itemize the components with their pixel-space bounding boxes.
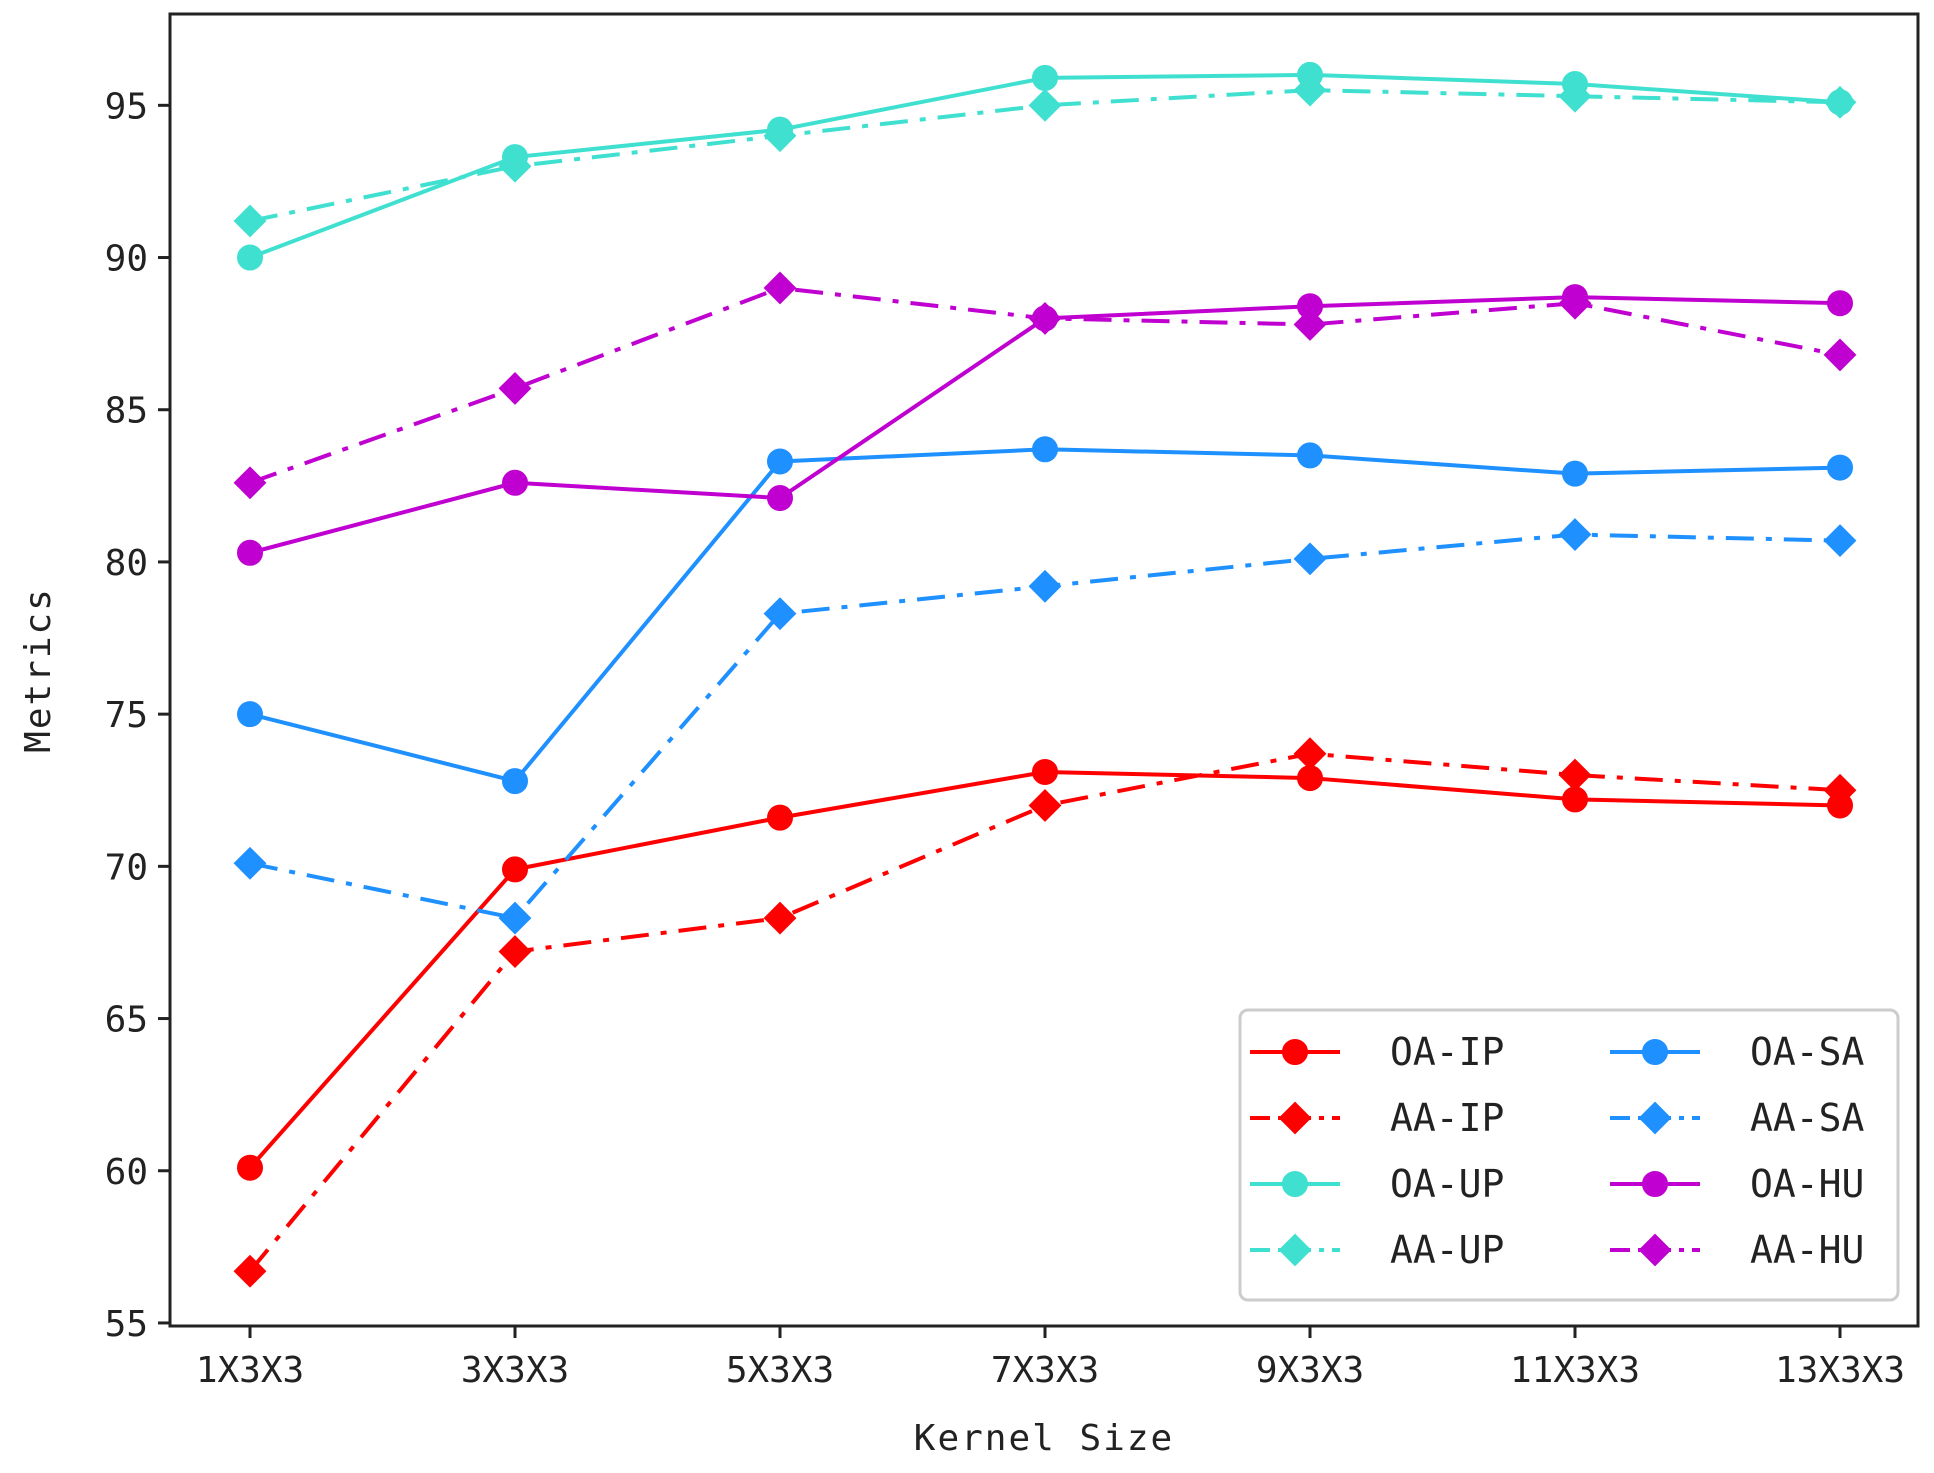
- x-tick-label: 5X3X3: [726, 1350, 834, 1391]
- data-point: [767, 485, 793, 512]
- series-aa-ip: [233, 737, 1857, 1288]
- legend-item: OA-SA: [1610, 1030, 1865, 1074]
- legend-label: OA-HU: [1750, 1162, 1864, 1206]
- series-layer: [233, 61, 1857, 1288]
- data-point: [767, 448, 793, 475]
- legend-item: OA-UP: [1250, 1162, 1504, 1206]
- data-point: [1562, 460, 1588, 487]
- legend-marker: [1638, 1233, 1672, 1267]
- legend: OA-IP OA-SA AA-IP AA-SA OA-UP OA-HU AA-UP AA-HU: [1238, 1008, 1900, 1302]
- series-oa-sa: [237, 436, 1853, 795]
- x-tick-label: 3X3X3: [461, 1350, 569, 1391]
- y-tick-label: 85: [105, 391, 148, 432]
- y-tick-label: 90: [105, 239, 148, 280]
- data-point: [233, 846, 267, 880]
- y-tick-label: 75: [105, 695, 148, 736]
- series-aa-hu: [233, 271, 1857, 500]
- legend-item: AA-SA: [1610, 1096, 1865, 1140]
- legend-box: [1238, 1008, 1900, 1302]
- x-tick-label: 1X3X3: [196, 1350, 304, 1391]
- data-point: [767, 804, 793, 831]
- data-point: [763, 901, 797, 935]
- data-point: [237, 244, 263, 271]
- data-point: [1028, 569, 1062, 603]
- y-axis-label: Metrics: [18, 587, 59, 753]
- data-point: [233, 466, 267, 500]
- legend-label: AA-IP: [1390, 1096, 1504, 1140]
- data-point: [1293, 308, 1327, 341]
- series-aa-sa: [233, 518, 1857, 935]
- data-point: [1032, 436, 1058, 463]
- data-point: [1827, 290, 1853, 317]
- data-point: [1558, 518, 1592, 551]
- data-point: [1823, 773, 1857, 807]
- legend-marker: [1642, 1171, 1668, 1197]
- data-point: [498, 372, 532, 405]
- legend-label: OA-UP: [1390, 1162, 1504, 1206]
- data-point: [498, 935, 532, 968]
- data-point: [1293, 737, 1327, 771]
- data-point: [1032, 64, 1058, 91]
- data-point: [237, 701, 263, 728]
- data-point: [1028, 301, 1062, 335]
- x-axis-label: Kernel Size: [914, 1418, 1174, 1459]
- legend-item: AA-IP: [1250, 1096, 1504, 1140]
- legend-marker: [1638, 1101, 1672, 1135]
- legend-marker: [1282, 1171, 1308, 1197]
- x-tick-label: 9X3X3: [1256, 1350, 1364, 1391]
- legend-item: AA-HU: [1610, 1228, 1864, 1272]
- data-point: [1558, 286, 1592, 320]
- y-tick-label: 55: [105, 1304, 148, 1345]
- data-point: [1028, 88, 1062, 122]
- legend-label: OA-SA: [1750, 1030, 1865, 1074]
- data-point: [1823, 524, 1857, 558]
- y-axis: 55 60 65 70 75 80 85 90 95: [105, 86, 170, 1345]
- legend-marker: [1278, 1233, 1312, 1267]
- y-tick-label: 95: [105, 86, 148, 127]
- y-tick-label: 70: [105, 847, 148, 888]
- data-point: [1823, 85, 1857, 119]
- data-point: [502, 469, 528, 496]
- data-point: [233, 1254, 267, 1288]
- y-tick-label: 65: [105, 1000, 148, 1041]
- data-point: [1297, 442, 1323, 469]
- data-point: [502, 856, 528, 883]
- data-point: [1558, 758, 1592, 792]
- data-point: [498, 901, 532, 935]
- legend-item: OA-HU: [1610, 1162, 1864, 1206]
- data-point: [1032, 758, 1058, 785]
- series-aa-up: [233, 73, 1857, 238]
- legend-label: OA-IP: [1390, 1030, 1504, 1074]
- x-axis: 1X3X3 3X3X3 5X3X3 7X3X3 9X3X3 11X3X3 13X3X3: [196, 1326, 1905, 1391]
- data-point: [502, 768, 528, 795]
- data-point: [1028, 789, 1062, 822]
- data-point: [237, 1154, 263, 1181]
- x-tick-label: 7X3X3: [991, 1350, 1099, 1391]
- data-point: [233, 204, 267, 238]
- legend-item: OA-IP: [1250, 1030, 1504, 1074]
- legend-label: AA-SA: [1750, 1096, 1865, 1140]
- x-tick-label: 11X3X3: [1510, 1350, 1640, 1391]
- y-tick-label: 60: [105, 1152, 148, 1193]
- legend-marker: [1278, 1101, 1312, 1135]
- data-point: [237, 539, 263, 566]
- data-point: [763, 271, 797, 305]
- x-tick-label: 13X3X3: [1775, 1350, 1905, 1391]
- legend-label: AA-HU: [1750, 1228, 1864, 1272]
- y-tick-label: 80: [105, 543, 148, 584]
- data-point: [498, 149, 532, 183]
- data-point: [1823, 338, 1857, 372]
- data-point: [1558, 79, 1592, 113]
- data-point: [1293, 542, 1327, 576]
- data-point: [763, 597, 797, 631]
- legend-marker: [1282, 1039, 1308, 1065]
- data-point: [1293, 73, 1327, 107]
- legend-marker: [1642, 1039, 1668, 1065]
- data-point: [763, 119, 797, 153]
- legend-label: AA-UP: [1390, 1228, 1504, 1272]
- data-point: [1827, 454, 1853, 481]
- legend-item: AA-UP: [1250, 1228, 1504, 1272]
